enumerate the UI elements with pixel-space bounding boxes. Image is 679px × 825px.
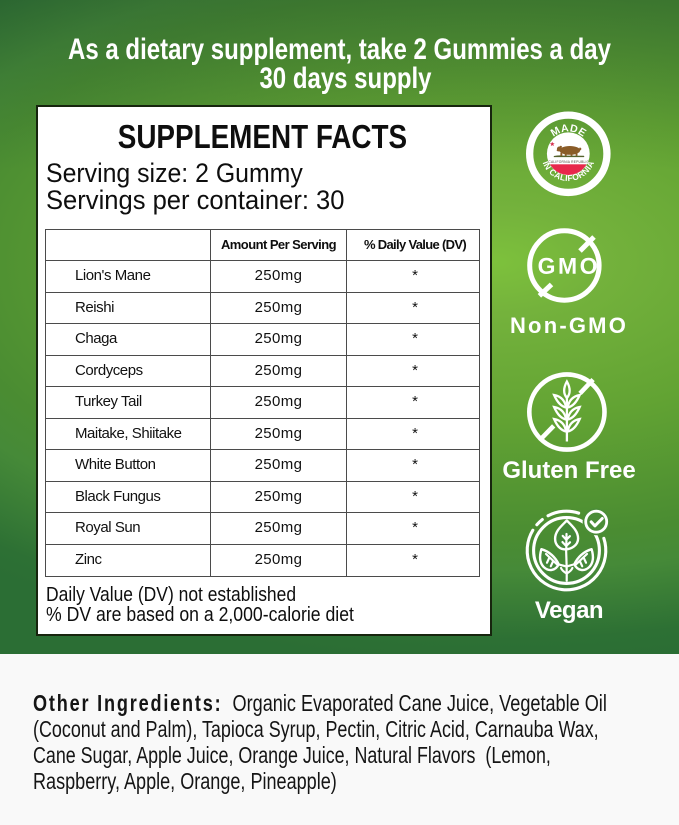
svg-text:CALIFORNIA REPUBLIC: CALIFORNIA REPUBLIC <box>548 160 589 164</box>
